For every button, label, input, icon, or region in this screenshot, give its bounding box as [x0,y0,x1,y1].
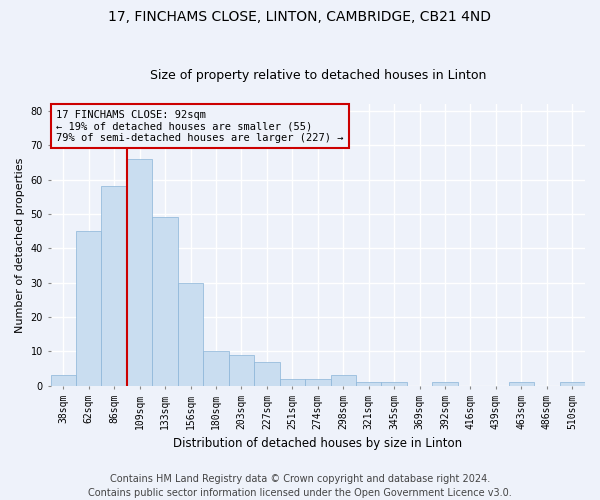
Bar [331,376,356,386]
Bar [560,382,585,386]
Text: 17 FINCHAMS CLOSE: 92sqm
← 19% of detached houses are smaller (55)
79% of semi-d: 17 FINCHAMS CLOSE: 92sqm ← 19% of detach… [56,110,343,143]
Text: 17, FINCHAMS CLOSE, LINTON, CAMBRIDGE, CB21 4ND: 17, FINCHAMS CLOSE, LINTON, CAMBRIDGE, C… [109,10,491,24]
Bar [152,218,178,386]
Bar [203,352,229,386]
Title: Size of property relative to detached houses in Linton: Size of property relative to detached ho… [149,69,486,82]
Bar [229,355,254,386]
Bar [127,159,152,386]
Text: Contains HM Land Registry data © Crown copyright and database right 2024.
Contai: Contains HM Land Registry data © Crown c… [88,474,512,498]
Bar [50,376,76,386]
Bar [356,382,382,386]
Bar [509,382,534,386]
Bar [254,362,280,386]
Bar [178,282,203,386]
Bar [76,231,101,386]
Bar [101,186,127,386]
Y-axis label: Number of detached properties: Number of detached properties [15,157,25,332]
Bar [305,379,331,386]
Bar [382,382,407,386]
Bar [280,379,305,386]
X-axis label: Distribution of detached houses by size in Linton: Distribution of detached houses by size … [173,437,463,450]
Bar [433,382,458,386]
